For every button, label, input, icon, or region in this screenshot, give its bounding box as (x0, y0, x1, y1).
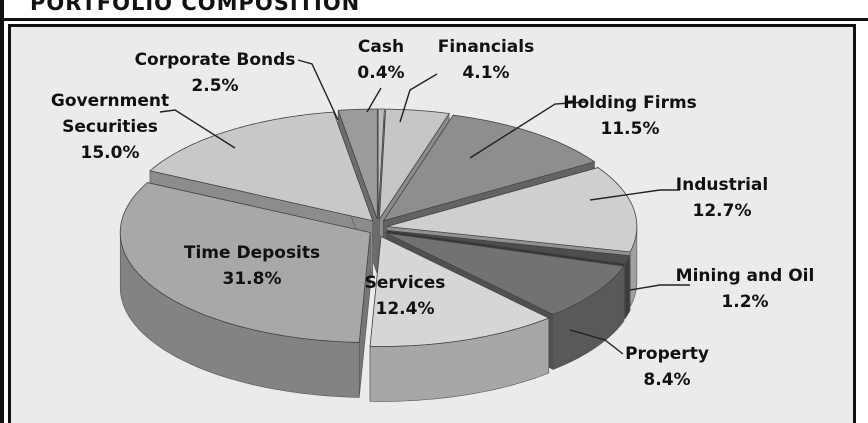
slice-label: Government Securities 15.0% (45, 88, 175, 166)
value-label: 4.1% (462, 63, 510, 83)
value-label: 2.5% (191, 76, 239, 96)
value-label: 0.4% (357, 63, 405, 83)
value-label: 31.8% (222, 269, 282, 289)
value-label: 12.4% (375, 299, 435, 319)
header-rule (0, 18, 868, 21)
leader-line (399, 73, 438, 123)
category-label: Holding Firms (563, 93, 697, 113)
slice (119, 182, 371, 343)
chart-title: PORTFOLIO COMPOSITION (30, 0, 361, 15)
value-label: 8.4% (643, 370, 691, 390)
value-label: 1.2% (721, 292, 769, 312)
slice-label: Financials 4.1% (438, 34, 534, 86)
category-label: Corporate Bonds (134, 50, 296, 70)
value-label: 12.7% (692, 201, 752, 221)
category-label: Cash (357, 37, 405, 57)
slice (378, 108, 450, 221)
slice-side (624, 255, 631, 320)
leader-line (297, 59, 339, 121)
leader-line (589, 189, 680, 201)
category-label: Government Securities (50, 91, 170, 137)
slice (377, 108, 385, 220)
slice-label: Holding Firms 11.5% (563, 90, 697, 142)
slice (382, 114, 596, 222)
slice-label: Property 8.4% (625, 341, 709, 393)
leader-line (629, 284, 690, 291)
leader-line (469, 101, 586, 159)
slice (337, 108, 378, 220)
slice-label: Services 12.4% (365, 270, 446, 322)
frame-edge (0, 0, 4, 423)
leader-line (366, 87, 382, 113)
category-label: Time Deposits (183, 243, 321, 263)
slice-label: Time Deposits 31.8% (184, 240, 320, 292)
category-label: Financials (437, 37, 535, 57)
slice (386, 230, 631, 265)
value-label: 11.5% (600, 119, 660, 139)
slice-label: Cash 0.4% (357, 34, 404, 86)
slice (369, 235, 550, 347)
category-label: Services (364, 273, 446, 293)
category-label: Mining and Oil (675, 266, 815, 286)
leader-line (569, 329, 624, 355)
value-label: 15.0% (80, 143, 140, 163)
leader-line (159, 109, 236, 149)
slice-label: Mining and Oil 1.2% (676, 263, 815, 315)
slice (385, 232, 625, 315)
slice (386, 167, 638, 253)
slice (149, 111, 374, 222)
category-label: Property (625, 344, 709, 364)
slice-label: Industrial 12.7% (676, 172, 768, 224)
slice-label: Corporate Bonds 2.5% (135, 47, 296, 99)
category-label: Industrial (675, 175, 769, 195)
